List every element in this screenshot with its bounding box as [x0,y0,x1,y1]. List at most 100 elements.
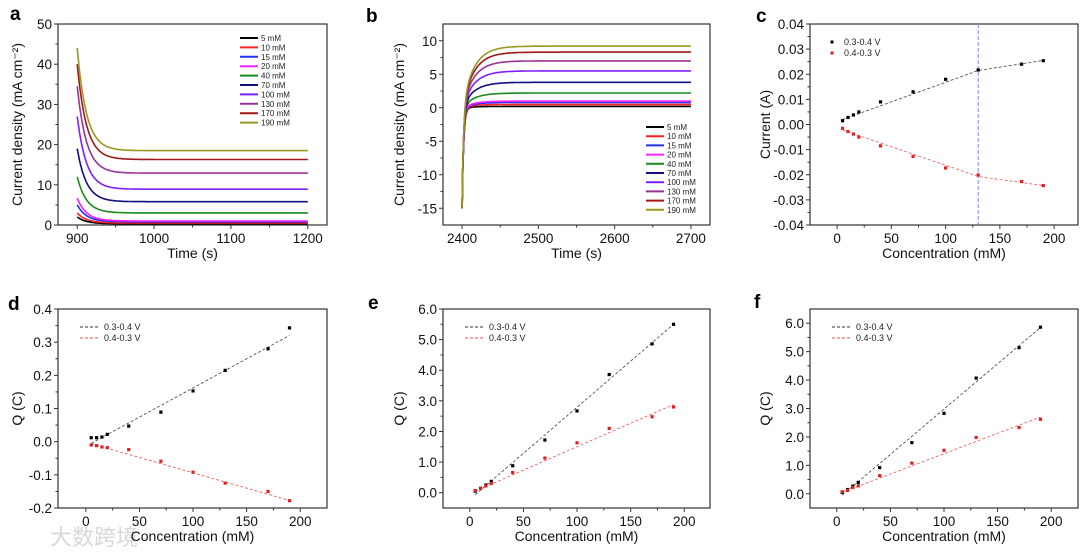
chart-f: f 0 50 100 150 200 0.0 1.0 2.0 3.0 4.0 5.0 6.0 Concen… [754,292,1079,544]
y-tick-label: -0.02 [773,168,804,183]
y-tick-label: 0.0 [33,435,52,450]
plot-frame [57,308,328,509]
y-tick-label: 0.00 [778,118,804,133]
y-tick-label: -10 [417,168,437,183]
legend-label: 100 mM [667,178,696,187]
legend-label: 5 mM [261,34,281,43]
x-tick-label: 50 [132,514,147,529]
data-point [976,68,980,72]
fit-line [842,60,1044,120]
data-point [857,110,861,114]
x-axis-label: Concentration (mM) [515,528,639,544]
y-tick-label: 1.0 [785,458,804,473]
x-tick-label: 150 [989,231,1012,246]
legend-label: 170 mM [261,109,290,118]
x-tick-label: 100 [934,231,957,246]
data-point [484,484,488,488]
legend-marker [830,40,834,44]
data-point [910,441,914,445]
data-point [105,432,109,436]
y-tick-label: -15 [417,201,437,216]
data-point [851,132,856,136]
y-tick-label: -5 [425,134,437,149]
data-point [1019,179,1024,184]
y-tick-label: 20 [37,138,52,153]
y-tick-label: 6.0 [785,316,804,331]
x-tick-label: 200 [1043,231,1066,246]
y-tick-label: 0.2 [33,368,52,383]
data-point [607,372,611,377]
data-point [942,411,946,415]
data-point [94,444,99,448]
y-tick-label: 0.4 [33,302,52,317]
x-axis-label: Concentration (mM) [882,245,1006,261]
y-tick-label: 0.03 [778,42,804,57]
legend-label: 0.3-0.4 V [856,322,893,332]
chart-d: d 0 50 100 150 200 -0.2 -0.1 0.0 0.1 0.2 0.3 0.4 Conc… [8,294,328,544]
legend-label: 20 mM [261,62,286,71]
data-point [1038,417,1043,421]
data-point [478,486,483,490]
x-axis-label: Time (s) [167,245,218,261]
legend-label: 40 mM [667,160,692,169]
data-point [489,479,493,483]
y-axis-label: Q (C) [9,391,25,425]
data-point [976,173,980,177]
plot-frame [809,308,1079,509]
data-point [942,448,946,452]
x-tick-label: 0 [466,514,474,529]
x-tick-label: 0 [833,514,841,529]
panel-letter: d [8,294,20,315]
legend-label: 10 mM [667,132,692,141]
legend-label: 70 mM [667,169,692,178]
x-tick-label: 100 [182,514,205,529]
x-tick-label: 150 [235,514,258,529]
data-point [650,342,654,346]
data-point [878,473,882,478]
y-tick-label: 10 [422,34,437,49]
y-tick-label: -0.1 [29,468,52,483]
data-point [287,326,292,330]
y-tick-label: 0.1 [33,402,52,417]
data-point [127,448,131,452]
x-tick-label: 50 [883,514,898,529]
legend-label: 0.3-0.4 V [844,37,881,47]
x-tick-label: 1000 [139,231,169,246]
data-point [671,405,676,409]
series-line-5-mM [461,105,691,209]
y-tick-label: 50 [37,17,52,32]
y-tick-label: 0.02 [778,67,804,82]
data-point [856,484,860,488]
y-tick-label: 6.0 [418,302,437,317]
data-point [911,154,915,159]
x-tick-label: 200 [289,514,312,529]
x-tick-label: 2700 [676,231,706,246]
legend-label: 130 mM [667,187,696,196]
legend-label: 0.3-0.4 V [489,322,526,332]
data-point [159,459,163,463]
legend-label: 0.4-0.3 V [489,333,526,343]
data-point [287,499,292,503]
legend-label: 0.3-0.4 V [104,322,141,332]
data-point [100,435,104,439]
data-point [857,135,861,139]
y-axis-label: Current density (mA cm⁻²) [9,43,25,206]
data-point [543,456,547,460]
chart-b: b 2400 2500 2600 2700 -15 -10 -5 0 5 10 Time (s) Cur… [366,6,711,261]
series-line-10-mM [76,212,308,224]
data-point [974,435,978,440]
data-point [840,126,845,130]
data-point [846,115,850,120]
data-point [489,481,493,486]
data-point [511,464,515,468]
y-tick-label: 0 [44,218,52,233]
legend-label: 15 mM [261,53,286,62]
data-point [223,481,227,485]
chart-c: c 0 50 100 150 200 -0.04 -0.03 -0.02 -0.01 0.00 0.0… [756,6,1079,261]
data-point [856,480,860,485]
legend-label: 15 mM [667,141,692,150]
data-point [223,368,227,372]
data-point [89,436,93,440]
legend-label: 0.4-0.3 V [844,48,881,58]
